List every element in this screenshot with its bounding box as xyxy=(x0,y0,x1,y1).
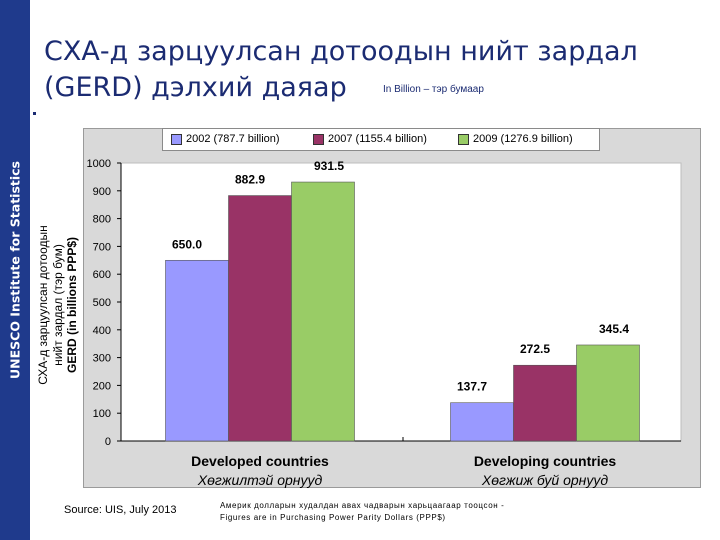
data-label: 345.4 xyxy=(599,322,629,336)
category-label: Developed countries xyxy=(191,453,329,469)
y-tick-label: 400 xyxy=(93,325,111,337)
y-tick-label: 100 xyxy=(93,408,111,420)
bullet-mark xyxy=(33,112,36,115)
y-tick-label: 600 xyxy=(93,269,111,281)
footnote-line-1: Америк долларын худалдан авах чадварын х… xyxy=(220,501,505,510)
data-label: 650.0 xyxy=(172,237,202,251)
y-tick-label: 200 xyxy=(93,380,111,392)
legend-item-2002: 2002 (787.7 billion) xyxy=(171,132,280,146)
legend-swatch-2002 xyxy=(171,133,182,145)
legend-label-2009: 2009 (1276.9 billion) xyxy=(473,133,573,145)
y-tick-label: 0 xyxy=(105,436,111,448)
data-label: 272.5 xyxy=(520,342,550,356)
data-label: 882.9 xyxy=(235,173,265,187)
bar xyxy=(165,259,229,442)
y-tick-label: 900 xyxy=(93,186,111,198)
y-tick-label: 300 xyxy=(93,353,111,365)
y-tick-label: 800 xyxy=(93,214,111,226)
title-line-1: СХА-д зарцуулсан дотоодын нийт зардал xyxy=(44,36,638,67)
footnote-line-2: Figures are in Purchasing Power Parity D… xyxy=(220,513,446,522)
bar xyxy=(291,181,355,442)
bar xyxy=(576,344,640,442)
y-tick-label: 700 xyxy=(93,241,111,253)
bar xyxy=(228,195,292,442)
title-line-2: (GERD) дэлхий даяар xyxy=(44,72,347,103)
y-tick-label: 1000 xyxy=(87,158,111,170)
legend-label-2002: 2002 (787.7 billion) xyxy=(186,133,280,145)
bar xyxy=(450,402,514,442)
legend-item-2007: 2007 (1155.4 billion) xyxy=(313,132,427,146)
units-note: In Billion – тэр бумаар xyxy=(383,84,484,95)
data-label: 137.7 xyxy=(457,380,487,394)
legend-swatch-2009 xyxy=(458,133,469,145)
data-label: 931.5 xyxy=(314,159,344,173)
y-tick-label: 500 xyxy=(93,297,111,309)
category-sublabel: Хөгжиж буй орнууд xyxy=(481,472,608,488)
side-bar: UNESCO Institute for Statistics xyxy=(0,0,30,540)
category-sublabel: Хөгжилтэй орнууд xyxy=(197,472,323,488)
legend-swatch-2007 xyxy=(313,133,324,145)
legend-item-2009: 2009 (1276.9 billion) xyxy=(458,132,573,146)
bar xyxy=(513,364,577,442)
category-label: Developing countries xyxy=(474,453,617,469)
legend-label-2007: 2007 (1155.4 billion) xyxy=(328,133,427,145)
source-note: Source: UIS, July 2013 xyxy=(64,504,177,516)
chart-legend: 2002 (787.7 billion) 2007 (1155.4 billio… xyxy=(162,128,600,151)
